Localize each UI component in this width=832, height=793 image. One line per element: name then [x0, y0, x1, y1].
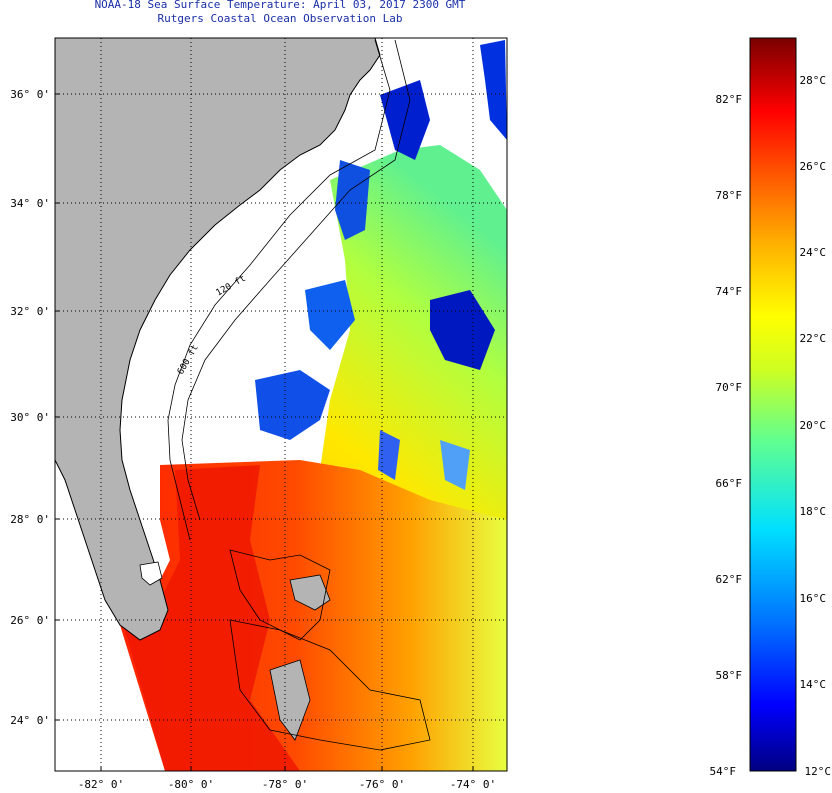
lon-label: -74° 0': [450, 778, 496, 791]
colorbar-c-label: 20°C: [800, 419, 827, 432]
lat-label: 28° 0': [10, 513, 50, 526]
lon-label: -76° 0': [359, 778, 405, 791]
sst-cold-patch: [378, 430, 400, 480]
isobath-contour: [229, 619, 431, 751]
lat-label: 36° 0': [10, 88, 50, 101]
colorbar-c-label: 16°C: [800, 592, 827, 605]
lon-label: -80° 0': [168, 778, 214, 791]
colorbar-f-label: 62°F: [716, 573, 743, 586]
lat-label: 30° 0': [10, 411, 50, 424]
colorbar-f-label: 78°F: [716, 189, 743, 202]
map-frame: [54, 37, 508, 772]
colorbar-c-label: 26°C: [800, 160, 827, 173]
isobath-contour: [167, 39, 391, 541]
colorbar-c-label: 24°C: [800, 246, 827, 259]
lat-label: 32° 0': [10, 305, 50, 318]
colorbar-c-label: 28°C: [800, 74, 827, 87]
lon-label: -82° 0': [78, 778, 124, 791]
map-subtitle: Rutgers Coastal Ocean Observation Lab: [157, 12, 403, 25]
lon-label: -78° 0': [262, 778, 308, 791]
lat-label: 34° 0': [10, 197, 50, 210]
sst-gulf-stream: [125, 465, 300, 771]
colorbar: [749, 37, 797, 772]
colorbar-c-label: 18°C: [800, 505, 827, 518]
lat-label: 24° 0': [10, 714, 50, 727]
sst-cold-patch: [440, 440, 470, 490]
colorbar-f-label: 54°F: [710, 765, 737, 778]
frame-ticks: [55, 93, 474, 771]
colorbar-c-label: 12°C: [805, 765, 832, 778]
sst-cold-patch: [430, 290, 495, 370]
lake: [139, 561, 163, 586]
sst-cold-patch: [255, 370, 330, 440]
sst-cold-patch: [305, 280, 355, 350]
colorbar-c-label: 14°C: [800, 678, 827, 691]
colorbar-f-label: 70°F: [716, 381, 743, 394]
isobath-contour: [181, 39, 411, 521]
island: [289, 574, 331, 611]
colorbar-c-label: 22°C: [800, 332, 827, 345]
colorbar-f-label: 66°F: [716, 477, 743, 490]
graticule: [55, 38, 507, 771]
sst-cold-patch: [480, 40, 507, 140]
land-mass: [54, 37, 381, 641]
colorbar-f-label: 82°F: [716, 93, 743, 106]
map-title: NOAA-18 Sea Surface Temperature: April 0…: [94, 0, 466, 11]
colorbar-f-label: 74°F: [716, 285, 743, 298]
lat-label: 26° 0': [10, 614, 50, 627]
colorbar-f-label: 58°F: [716, 669, 743, 682]
sst-cold-patch: [335, 160, 370, 240]
